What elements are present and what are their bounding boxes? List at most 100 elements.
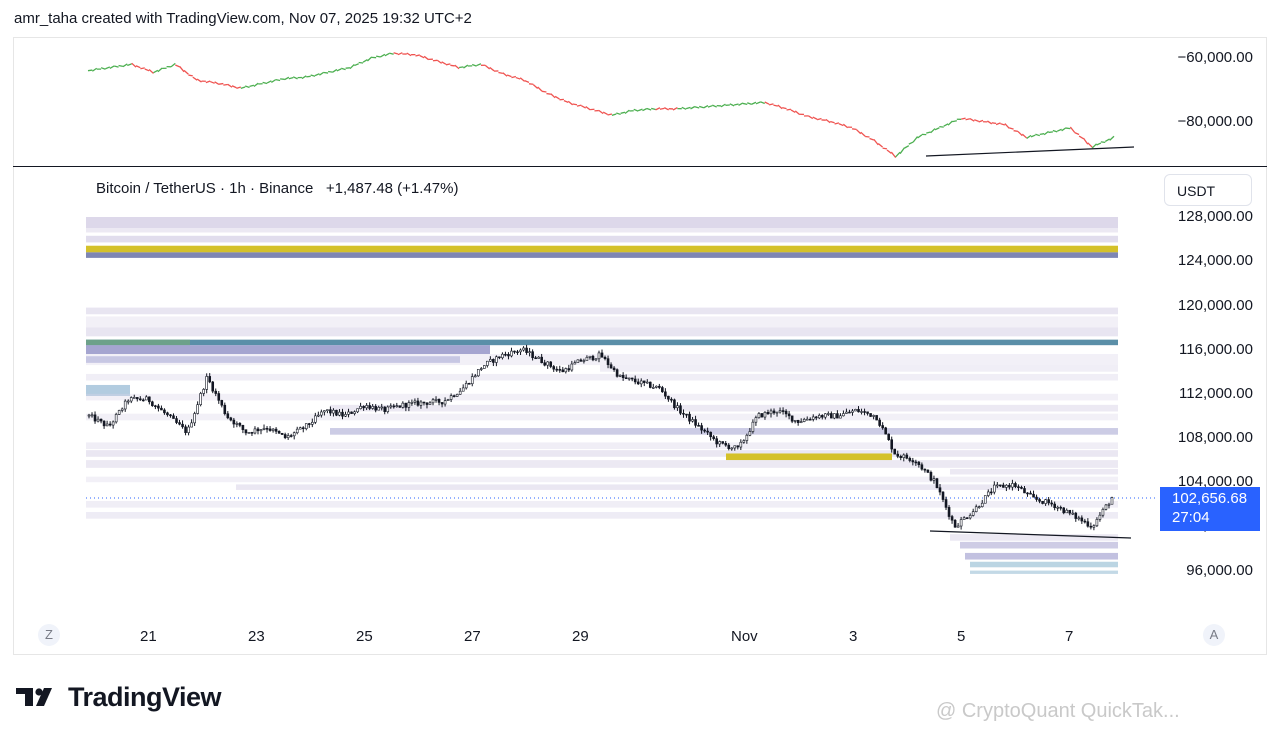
auto-scale-button[interactable]: A bbox=[1203, 624, 1225, 646]
candle-body bbox=[470, 376, 474, 385]
indicator-segment bbox=[908, 141, 914, 145]
candle-body bbox=[721, 441, 725, 444]
candle-body bbox=[105, 423, 109, 427]
candle-body bbox=[727, 444, 731, 449]
indicator-segment bbox=[777, 104, 783, 110]
candle-body bbox=[854, 409, 857, 412]
indicator-segment bbox=[524, 80, 530, 83]
candle-body bbox=[196, 404, 199, 414]
candle-body bbox=[1023, 488, 1026, 494]
indicator-segment bbox=[685, 106, 691, 110]
indicator-segment bbox=[419, 55, 425, 59]
tradingview-mark-icon bbox=[16, 688, 52, 706]
candle-body bbox=[413, 400, 417, 403]
candle-body bbox=[700, 425, 703, 431]
liquidity-band bbox=[86, 252, 1118, 258]
candle-body bbox=[606, 358, 610, 365]
time-axis-label: 29 bbox=[572, 628, 589, 645]
liquidity-band bbox=[86, 339, 1118, 346]
candle-body bbox=[335, 409, 338, 416]
candle-body bbox=[959, 519, 963, 527]
indicator-segment bbox=[463, 64, 469, 69]
candle-body bbox=[914, 461, 918, 464]
indicator-segment bbox=[1026, 134, 1032, 139]
indicator-segment bbox=[738, 102, 744, 107]
indicator-segment bbox=[624, 109, 630, 114]
tradingview-logo[interactable]: TradingView bbox=[16, 682, 222, 712]
candle-body bbox=[836, 413, 839, 419]
indicator-segment bbox=[240, 86, 246, 90]
candle-body bbox=[552, 366, 556, 370]
liquidity-band bbox=[86, 393, 1118, 401]
indicator-segment bbox=[690, 105, 696, 110]
candle-body bbox=[848, 411, 851, 414]
candle-body bbox=[229, 417, 233, 421]
indicator-trendline[interactable] bbox=[925, 146, 1135, 157]
candle-body bbox=[241, 425, 245, 430]
candle-body bbox=[1020, 486, 1023, 489]
watermark: @ CryptoQuant QuickTak... bbox=[936, 700, 1180, 722]
price-trendline[interactable] bbox=[929, 530, 1132, 539]
candle-body bbox=[546, 361, 549, 366]
candle-body bbox=[510, 350, 513, 357]
candle-body bbox=[851, 410, 854, 413]
candle-body bbox=[1017, 486, 1020, 489]
indicator-segment bbox=[646, 107, 652, 111]
candle-body bbox=[920, 464, 924, 470]
indicator-segment bbox=[786, 108, 792, 111]
indicator-segment bbox=[707, 105, 713, 108]
candle-body bbox=[1035, 496, 1038, 500]
candle-body bbox=[359, 406, 362, 410]
indicator-segment bbox=[1087, 142, 1093, 148]
candle-body bbox=[962, 517, 966, 520]
indicator-segment bbox=[519, 77, 526, 82]
pane-divider[interactable] bbox=[13, 166, 1267, 167]
candle-body bbox=[1011, 483, 1014, 488]
indicator-segment bbox=[109, 65, 115, 70]
candle-body bbox=[1065, 509, 1069, 514]
indicator-segment bbox=[210, 80, 215, 84]
candle-body bbox=[473, 375, 477, 378]
candle-body bbox=[1053, 503, 1056, 508]
candle-body bbox=[947, 507, 951, 517]
candle-body bbox=[504, 353, 507, 356]
candle-body bbox=[983, 495, 987, 504]
indicator-segment bbox=[1017, 130, 1023, 137]
indicator-segment bbox=[336, 68, 342, 72]
candle-body bbox=[1026, 492, 1029, 495]
indicator-segment bbox=[782, 107, 787, 110]
indicator-segment bbox=[349, 63, 355, 70]
candle-body bbox=[935, 478, 939, 489]
indicator-segment bbox=[1074, 132, 1080, 136]
candle-body bbox=[298, 427, 302, 430]
time-axis-label: 3 bbox=[849, 628, 858, 645]
candle-body bbox=[190, 422, 193, 428]
indicator-segment bbox=[991, 122, 997, 125]
liquidity-band bbox=[726, 453, 892, 461]
indicator-segment bbox=[917, 134, 923, 139]
liquidity-band bbox=[965, 552, 1118, 560]
candle-body bbox=[386, 406, 390, 412]
zoom-reset-button[interactable]: Z bbox=[38, 624, 60, 646]
indicator-segment bbox=[175, 64, 180, 68]
indicator-segment bbox=[1082, 137, 1089, 145]
indicator-segment bbox=[100, 67, 106, 70]
candle-body bbox=[670, 398, 673, 401]
candle-body bbox=[205, 376, 208, 390]
indicator-segment bbox=[415, 54, 420, 57]
candle-body bbox=[974, 506, 978, 512]
candle-body bbox=[923, 468, 927, 471]
candle-body bbox=[419, 401, 423, 406]
liquidity-heatmap bbox=[86, 217, 1118, 574]
candle-body bbox=[492, 359, 495, 363]
candle-body bbox=[114, 414, 118, 423]
candle-body bbox=[1014, 483, 1017, 488]
symbol-legend[interactable]: Bitcoin / TetherUS · 1h · Binance +1,487… bbox=[96, 180, 458, 197]
candle-body bbox=[323, 410, 326, 413]
currency-unit-button[interactable]: USDT bbox=[1164, 174, 1252, 206]
candle-body bbox=[772, 410, 776, 414]
candle-body bbox=[181, 423, 184, 428]
candle-body bbox=[431, 399, 435, 404]
candle-body bbox=[135, 397, 139, 400]
